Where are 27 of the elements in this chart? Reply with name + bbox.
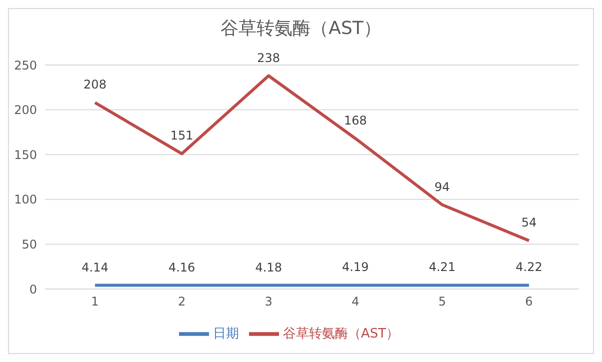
- x-tick-label: 2: [178, 294, 186, 309]
- y-tick-label: 250: [14, 58, 37, 72]
- x-tick-label: 5: [438, 294, 446, 309]
- data-label: 4.21: [428, 260, 456, 274]
- data-label: 4.14: [82, 260, 108, 274]
- data-label: 151: [170, 128, 194, 143]
- y-tick-label: 100: [14, 192, 37, 207]
- legend-label: 谷草转氨酶（AST）: [282, 326, 400, 342]
- x-tick-label: 3: [264, 294, 272, 309]
- y-tick-label: 150: [14, 148, 37, 162]
- x-tick-label: 4: [352, 294, 360, 309]
- y-tick-label: 0: [29, 282, 37, 296]
- x-tick-label: 6: [525, 294, 533, 309]
- y-tick-label: 200: [14, 103, 37, 118]
- data-label: 4.18: [255, 260, 282, 274]
- legend-label: 日期: [212, 326, 239, 342]
- data-label: 4.22: [516, 260, 542, 274]
- x-tick-label: 1: [91, 294, 99, 309]
- data-label: 4.16: [168, 260, 196, 274]
- y-tick-label: 50: [22, 237, 37, 252]
- data-label: 54: [521, 216, 537, 230]
- chart-title: 谷草转氨酶（AST）: [220, 17, 382, 41]
- data-label: 94: [434, 180, 450, 194]
- data-label: 208: [84, 78, 106, 92]
- data-label: 4.19: [342, 260, 369, 274]
- data-label: 168: [344, 113, 367, 128]
- data-label: 238: [257, 50, 280, 65]
